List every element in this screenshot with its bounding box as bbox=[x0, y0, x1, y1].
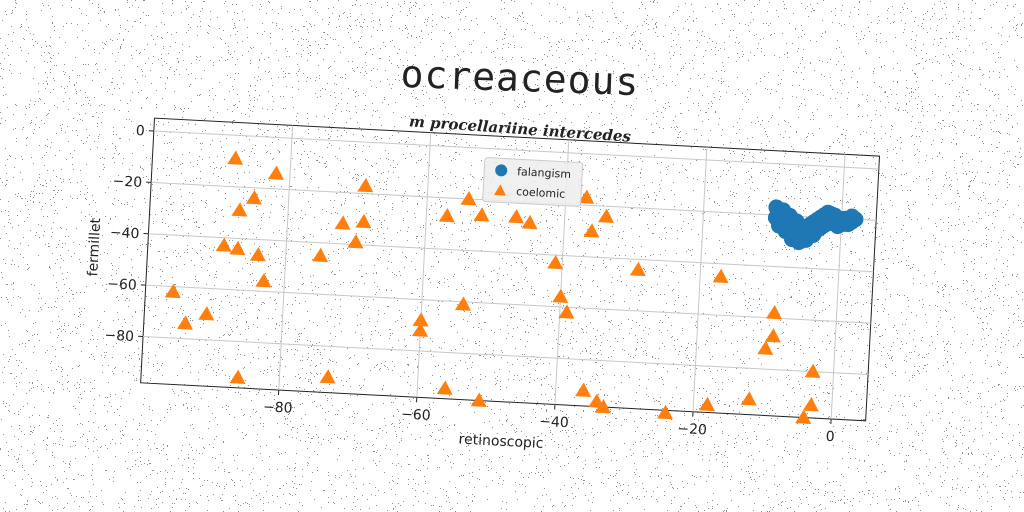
legend-label-falangism: falangism bbox=[517, 165, 571, 181]
data-point-coelomic bbox=[473, 207, 490, 222]
x-tick-label: −40 bbox=[539, 414, 569, 432]
y-tick-label: 0 bbox=[135, 123, 145, 139]
data-point-coelomic bbox=[198, 306, 215, 321]
data-point-coelomic bbox=[164, 283, 181, 299]
data-point-coelomic bbox=[438, 207, 455, 223]
data-point-coelomic bbox=[507, 208, 524, 224]
data-point-coelomic bbox=[802, 397, 819, 412]
y-grid-line bbox=[145, 284, 871, 324]
data-point-coelomic bbox=[804, 363, 821, 379]
legend: falangism coelomic bbox=[482, 157, 584, 207]
data-point-coelomic bbox=[229, 369, 246, 384]
legend-box bbox=[482, 157, 584, 207]
data-point-coelomic bbox=[319, 369, 336, 384]
data-point-coelomic bbox=[578, 189, 595, 204]
data-point-coelomic bbox=[249, 246, 266, 262]
data-point-coelomic bbox=[470, 392, 487, 407]
data-point-coelomic bbox=[412, 322, 429, 337]
data-point-coelomic bbox=[740, 391, 757, 406]
y-grid-line bbox=[148, 233, 874, 273]
x-tick-label: −80 bbox=[263, 399, 293, 417]
y-tick-label: −80 bbox=[104, 328, 134, 346]
legend-marker-falangism bbox=[495, 164, 508, 177]
data-point-coelomic bbox=[215, 237, 232, 252]
y-tick-label: −20 bbox=[112, 173, 142, 191]
data-point-coelomic bbox=[552, 288, 569, 304]
data-point-coelomic bbox=[766, 304, 783, 320]
data-point-falangism bbox=[844, 208, 861, 225]
y-grid-line bbox=[143, 336, 869, 376]
data-point-coelomic bbox=[412, 312, 429, 327]
data-point-coelomic bbox=[521, 214, 538, 230]
data-point-coelomic bbox=[629, 261, 646, 277]
data-point-coelomic bbox=[575, 382, 592, 397]
y-tick-label: −40 bbox=[109, 225, 139, 243]
data-point-coelomic bbox=[757, 340, 774, 355]
y-tick-label: −60 bbox=[107, 276, 137, 294]
y-axis-label: fermillet bbox=[85, 217, 104, 277]
data-point-coelomic bbox=[656, 404, 673, 420]
data-point-coelomic bbox=[227, 150, 244, 165]
data-point-coelomic bbox=[547, 254, 564, 270]
x-axis-label: retinoscopic bbox=[458, 432, 544, 452]
legend-marker-coelomic bbox=[493, 184, 506, 196]
data-point-coelomic bbox=[598, 208, 614, 223]
data-point-coelomic bbox=[795, 409, 812, 424]
data-point-coelomic bbox=[334, 215, 351, 230]
data-point-coelomic bbox=[764, 328, 781, 343]
x-grid-line bbox=[278, 125, 294, 391]
data-point-coelomic bbox=[176, 315, 193, 330]
x-grid-line bbox=[416, 132, 432, 398]
y-grid-line bbox=[153, 130, 879, 170]
data-point-coelomic bbox=[698, 396, 715, 412]
x-tick-label: 0 bbox=[825, 429, 835, 445]
data-point-coelomic bbox=[267, 165, 284, 180]
x-tick-label: −60 bbox=[401, 406, 431, 424]
data-point-coelomic bbox=[712, 268, 729, 284]
data-point-coelomic bbox=[229, 240, 246, 256]
data-point-coelomic bbox=[312, 247, 329, 263]
legend-label-coelomic: coelomic bbox=[516, 185, 566, 201]
data-point-coelomic bbox=[454, 296, 471, 311]
data-point-coelomic bbox=[355, 213, 372, 229]
plot-frame bbox=[140, 117, 881, 422]
data-point-coelomic bbox=[231, 202, 248, 217]
x-tick-label: −20 bbox=[677, 421, 707, 439]
data-point-coelomic bbox=[558, 304, 575, 319]
data-point-coelomic bbox=[594, 399, 611, 414]
data-point-coelomic bbox=[460, 191, 477, 206]
data-point-coelomic bbox=[436, 380, 453, 395]
data-point-coelomic bbox=[245, 190, 262, 205]
data-point-coelomic bbox=[347, 234, 364, 249]
data-point-coelomic bbox=[357, 177, 374, 193]
x-grid-line bbox=[830, 154, 846, 420]
x-grid-line bbox=[692, 147, 708, 412]
data-point-coelomic bbox=[583, 223, 600, 238]
data-point-coelomic bbox=[255, 273, 272, 288]
